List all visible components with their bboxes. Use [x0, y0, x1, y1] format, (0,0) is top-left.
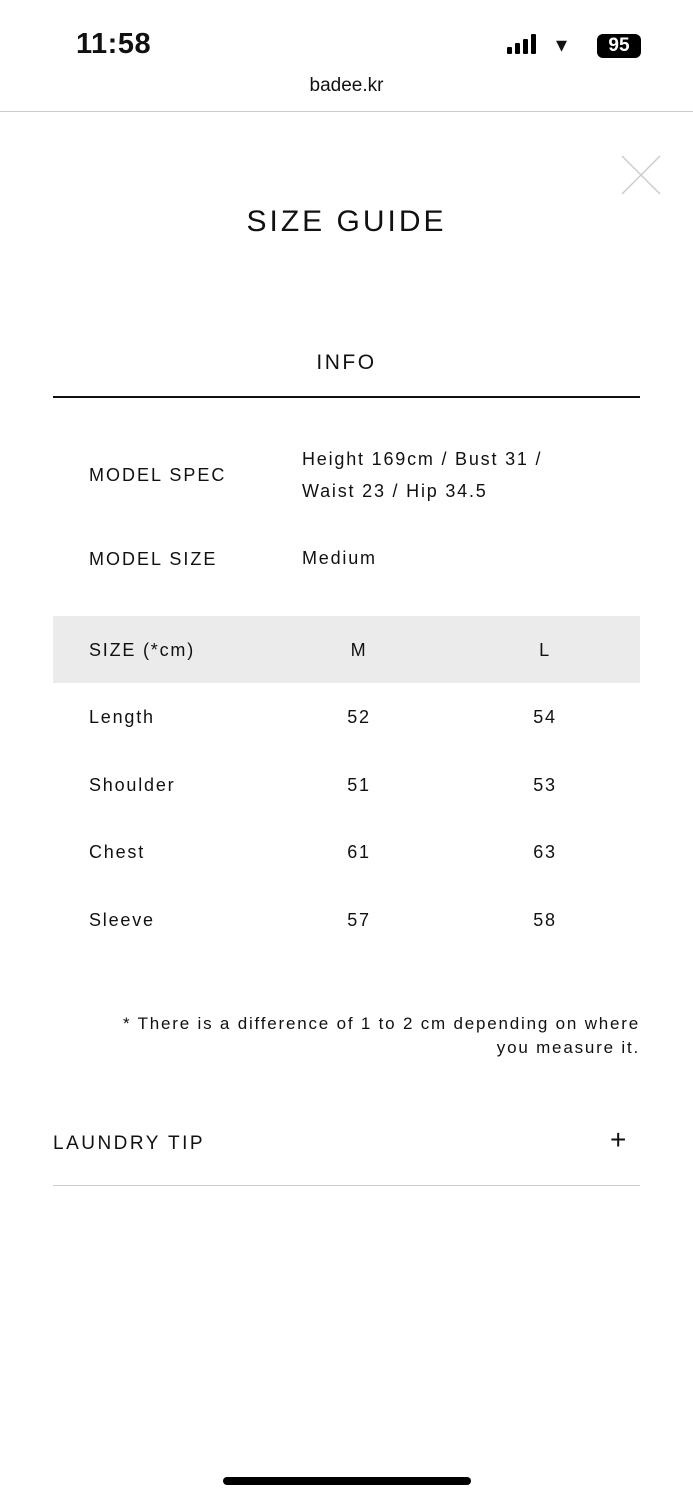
- divider: [0, 111, 693, 112]
- row-m: 52: [347, 707, 371, 727]
- section-title: INFO: [316, 351, 377, 374]
- home-indicator[interactable]: [223, 1477, 471, 1485]
- note-line: you measure it.: [496, 1038, 640, 1057]
- model-spec-value: Height 169cm / Bust 31 / Waist 23 / Hip …: [302, 443, 542, 507]
- signal-icon: [507, 34, 536, 54]
- row-m: 51: [347, 775, 371, 795]
- note-line: * There is a difference of 1 to 2 cm dep…: [122, 1014, 640, 1033]
- model-spec-line: Waist 23 / Hip 34.5: [302, 481, 488, 501]
- page-title: SIZE GUIDE: [246, 205, 447, 238]
- row-label: Sleeve: [89, 910, 155, 930]
- divider: [53, 1185, 640, 1186]
- model-size-label: MODEL SIZE: [89, 549, 218, 569]
- row-l: 54: [533, 707, 557, 727]
- status-time: 11:58: [76, 28, 152, 60]
- battery-icon: 95: [597, 34, 641, 58]
- header-m: M: [350, 640, 368, 660]
- header-l: L: [539, 640, 551, 660]
- header-size: SIZE (*cm): [89, 640, 195, 660]
- row-l: 53: [533, 775, 557, 795]
- table-header: [53, 616, 640, 683]
- row-l: 58: [533, 910, 557, 930]
- row-m: 61: [347, 842, 371, 862]
- wifi-icon: ▾: [556, 32, 568, 57]
- model-spec-line: Height 169cm / Bust 31 /: [302, 449, 543, 469]
- model-spec-label: MODEL SPEC: [89, 465, 227, 485]
- row-label: Chest: [89, 842, 146, 862]
- plus-icon[interactable]: +: [610, 1124, 627, 1155]
- url-bar[interactable]: badee.kr: [309, 75, 384, 96]
- measurement-note: * There is a difference of 1 to 2 cm dep…: [50, 1012, 640, 1060]
- model-size-value: Medium: [302, 548, 377, 568]
- row-l: 63: [533, 842, 557, 862]
- row-m: 57: [347, 910, 371, 930]
- laundry-tip-toggle[interactable]: LAUNDRY TIP: [53, 1133, 206, 1154]
- row-label: Length: [89, 707, 155, 727]
- close-icon[interactable]: [620, 154, 662, 196]
- row-label: Shoulder: [89, 775, 176, 795]
- divider: [53, 396, 640, 398]
